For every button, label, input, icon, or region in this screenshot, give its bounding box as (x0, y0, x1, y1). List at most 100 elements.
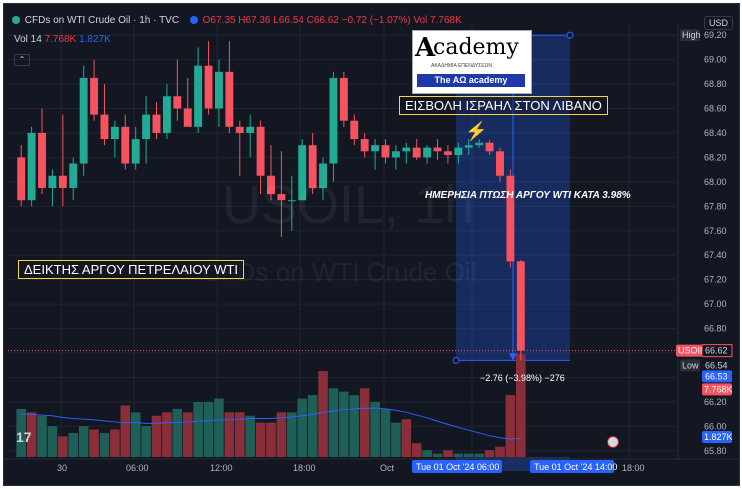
price-axis-label: 65.80 (704, 446, 727, 456)
candle-body[interactable] (100, 114, 109, 140)
range-handle-top[interactable] (566, 31, 574, 39)
candle-body[interactable] (267, 175, 275, 195)
candle-body[interactable] (225, 71, 234, 127)
price-axis-label: 68.40 (704, 128, 727, 138)
candle-body[interactable] (371, 145, 380, 152)
price-653-tag (702, 370, 732, 383)
volume-bar (474, 453, 484, 457)
candle-body[interactable] (485, 142, 494, 152)
volume-bar (349, 395, 360, 457)
candle-body[interactable] (339, 77, 348, 121)
volume-bar (120, 405, 131, 457)
status-dot-icon (12, 16, 20, 25)
chart-window: 69.20 69.00 68.80 68.60 68.40 68.20 68.00 67.80… (3, 3, 740, 486)
candle-body[interactable] (110, 126, 119, 140)
candle-body[interactable] (360, 139, 369, 152)
price-axis-label: 66.80 (704, 324, 727, 334)
candle-body[interactable] (412, 147, 421, 158)
candle-body[interactable] (308, 145, 317, 188)
candle-body[interactable] (319, 163, 327, 188)
candle-body[interactable] (162, 96, 171, 133)
vol-tag (702, 383, 732, 396)
time-axis-label: 12:00 (210, 463, 233, 473)
candle-body[interactable] (152, 114, 161, 133)
candle-body[interactable] (90, 77, 99, 115)
candle-body[interactable] (381, 145, 390, 158)
volume-bar (110, 429, 120, 457)
time-axis-label: 06:00 (126, 463, 149, 473)
candle-body[interactable] (391, 151, 400, 158)
volume-bar (58, 436, 68, 457)
candle-body[interactable] (58, 175, 67, 188)
candle-body[interactable] (131, 139, 140, 164)
volume-bar (328, 388, 339, 457)
candle-body[interactable] (69, 163, 78, 188)
candle-body[interactable] (329, 77, 338, 164)
volume-bar (495, 446, 505, 457)
candle-body[interactable] (121, 126, 130, 164)
volume-bar (68, 432, 79, 457)
index-note[interactable]: ΔΕΙΚΤΗΣ ΑΡΓΟΥ ΠΕΤΡΕΛΑΙΟΥ WTI (18, 260, 245, 279)
candle-body[interactable] (17, 157, 26, 201)
candle-body[interactable] (298, 145, 307, 201)
logo-subtitle: ΑΚΑΔΗΜΙΑ ΕΠΕΝΔΥΣΕΩΝ (431, 63, 492, 69)
vol-tag-label: 7.768K (704, 384, 733, 394)
candle-body[interactable] (79, 77, 88, 164)
measure-label: −2.76 (−3.98%) −276 (480, 373, 565, 383)
candle-body[interactable] (475, 142, 484, 146)
candle-body[interactable] (433, 147, 442, 152)
candle-body[interactable] (235, 126, 244, 133)
price-axis-label: 68.80 (704, 79, 727, 89)
low-tag (680, 359, 700, 372)
candle-body[interactable] (350, 120, 359, 140)
volume-bar (16, 408, 26, 457)
symbol-title[interactable]: CFDs on WTI Crude Oil · 1h · TVC (24, 15, 180, 26)
volume-bar (245, 415, 255, 457)
volume-bar (432, 453, 443, 457)
candle-body[interactable] (142, 114, 151, 140)
range-handle-bottom[interactable] (452, 356, 460, 364)
chart-svg[interactable]: 69.20 69.00 68.80 68.60 68.40 68.20 68.00 67.80… (4, 4, 739, 485)
event-note[interactable]: ΕΙΣΒΟΛΗ ΙΣΡΑΗΛ ΣΤΟΝ ΛΙΒΑΝΟ (399, 96, 608, 115)
price-axis-label: 67.80 (704, 201, 727, 211)
candle-body[interactable] (277, 194, 286, 201)
candle-body[interactable] (496, 151, 504, 176)
chart-header: CFDs on WTI Crude Oil · 1h · TVC O67.35 … (10, 15, 462, 26)
candle-body[interactable] (194, 65, 203, 127)
volume-bar (37, 415, 47, 457)
candle-body[interactable] (246, 126, 255, 133)
volume-bar (463, 453, 474, 457)
candle-body[interactable] (402, 147, 411, 152)
candle-body[interactable] (256, 126, 265, 176)
lightning-icon: ⚡ (465, 121, 488, 141)
range-end-tag (530, 460, 614, 473)
candle-body[interactable] (27, 132, 36, 201)
candle-body[interactable] (204, 65, 213, 109)
candle-body[interactable] (173, 96, 182, 109)
vol-tag-2 (702, 431, 732, 443)
volume-bar (99, 432, 110, 457)
drop-note[interactable]: ΗΜΕΡΗΣΙΑ ΠΤΩΣΗ ΑΡΓΟΥ WTI ΚΑΤΑ 3.98% (425, 190, 631, 201)
volume-bar (307, 395, 318, 457)
candle-body[interactable] (215, 71, 223, 109)
volume-label: Vol 14 (14, 34, 42, 45)
candle-body[interactable] (423, 147, 432, 158)
candle-body[interactable] (516, 261, 525, 351)
volume-bar (287, 412, 297, 457)
price-653-label: 66.53 (705, 371, 728, 381)
candle-body[interactable] (48, 175, 57, 188)
us-flag-icon (607, 436, 619, 448)
candle-body[interactable] (183, 108, 192, 127)
replay-icon[interactable] (189, 16, 198, 25)
candle-body[interactable] (464, 145, 473, 148)
candle-body[interactable] (287, 200, 296, 202)
low-price-label: 66.54 (705, 360, 728, 370)
collapse-icon[interactable]: ⌃ (14, 54, 30, 66)
candle-body[interactable] (38, 132, 46, 188)
candle-body[interactable] (443, 151, 452, 155)
candle-body[interactable] (506, 175, 515, 262)
currency-select[interactable]: USD (704, 16, 734, 30)
price-axis-label: 69.20 (704, 30, 727, 40)
candle-body[interactable] (454, 147, 463, 155)
volume-bar (182, 412, 193, 457)
